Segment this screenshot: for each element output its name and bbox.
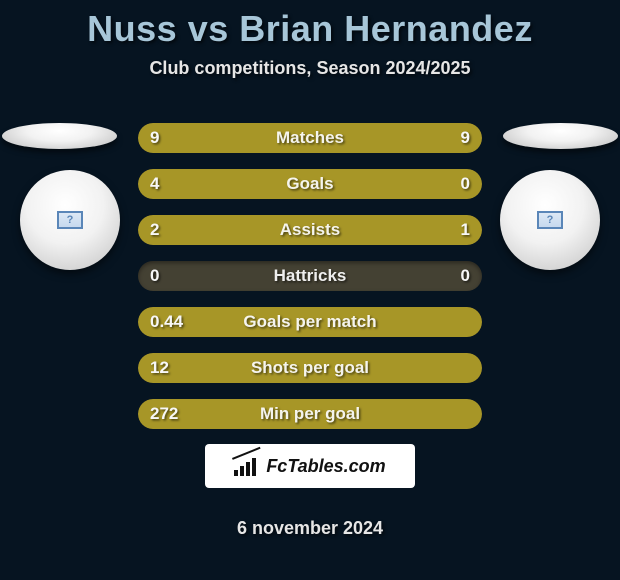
club-badge-right — [500, 170, 600, 270]
brand-box: FcTables.com — [205, 444, 415, 488]
stat-row: 00Hattricks — [138, 261, 482, 291]
brand-chart-icon — [234, 456, 262, 476]
stat-row: 99Matches — [138, 123, 482, 153]
flag-right — [503, 123, 618, 149]
stat-row: 12Shots per goal — [138, 353, 482, 383]
stat-row: 40Goals — [138, 169, 482, 199]
stat-label: Shots per goal — [138, 353, 482, 383]
stat-label: Matches — [138, 123, 482, 153]
brand-text: FcTables.com — [266, 456, 385, 477]
club-placeholder-icon — [537, 211, 563, 229]
flag-left — [2, 123, 117, 149]
stat-label: Hattricks — [138, 261, 482, 291]
stat-row: 21Assists — [138, 215, 482, 245]
stat-label: Min per goal — [138, 399, 482, 429]
stat-label: Assists — [138, 215, 482, 245]
stat-label: Goals — [138, 169, 482, 199]
page-title: Nuss vs Brian Hernandez — [0, 0, 620, 50]
stat-row: 272Min per goal — [138, 399, 482, 429]
subtitle: Club competitions, Season 2024/2025 — [0, 58, 620, 79]
stat-row: 0.44Goals per match — [138, 307, 482, 337]
club-badge-left — [20, 170, 120, 270]
club-placeholder-icon — [57, 211, 83, 229]
stats-container: 99Matches 40Goals 21Assists 00Hattricks 0.44… — [138, 123, 482, 445]
stat-label: Goals per match — [138, 307, 482, 337]
date-text: 6 november 2024 — [0, 518, 620, 539]
